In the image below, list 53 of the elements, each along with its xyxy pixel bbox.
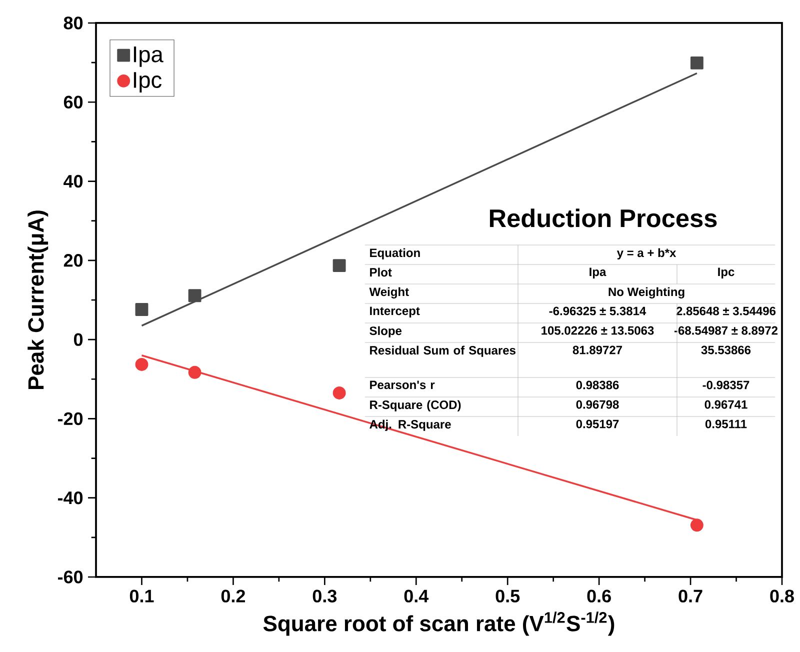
x-tick-label: 0.2 bbox=[221, 590, 245, 602]
annotation: Plot bbox=[370, 268, 392, 277]
annotation: 0.96798 bbox=[576, 400, 619, 409]
annotation: Residual Sum of Squares bbox=[370, 346, 516, 357]
annotation: 0.96741 bbox=[704, 400, 748, 409]
annotation: 0.95197 bbox=[576, 420, 619, 428]
annotation: Ipa bbox=[590, 268, 606, 278]
annotation: Intercept bbox=[370, 306, 420, 318]
point bbox=[135, 303, 148, 316]
y-tick-label: -20 bbox=[58, 412, 83, 426]
annotation: 35.53866 bbox=[701, 346, 751, 354]
annotation: -6.96325 ± 5.3814 bbox=[549, 306, 646, 316]
y-tick-label: 40 bbox=[64, 174, 83, 188]
x-tick-label: 0.1 bbox=[130, 590, 154, 602]
annotation: Pearson's r bbox=[370, 380, 435, 390]
y-tick-label: -40 bbox=[58, 491, 83, 504]
annotation: No Weighting bbox=[608, 287, 684, 298]
y-axis-title: Peak Current(μA) bbox=[28, 210, 48, 389]
point bbox=[188, 366, 202, 379]
annotation: 0.98386 bbox=[576, 380, 619, 390]
annotation: Ipc bbox=[718, 268, 734, 278]
annotation: Reduction Process bbox=[490, 208, 717, 228]
point bbox=[332, 259, 346, 272]
x-tick-label: 0.7 bbox=[678, 590, 702, 602]
legend-label: Ipc bbox=[134, 72, 162, 92]
x-tick-label: 0.4 bbox=[404, 590, 429, 602]
annotation: Equation bbox=[370, 248, 420, 260]
point bbox=[690, 518, 704, 532]
x-tick-label: 0.6 bbox=[587, 590, 611, 602]
point bbox=[690, 56, 704, 70]
y-tick-label: 80 bbox=[64, 16, 83, 30]
annotation: -68.54987 ± 8.8972 bbox=[674, 326, 778, 335]
annotation: Slope bbox=[370, 326, 402, 338]
annotation: Weight bbox=[369, 287, 409, 298]
annotation: y = a + b*x bbox=[616, 248, 676, 260]
y-tick-label: 20 bbox=[64, 254, 83, 267]
point bbox=[135, 358, 148, 371]
x-tick-label: 0.8 bbox=[770, 590, 794, 602]
point bbox=[332, 386, 346, 400]
annotation: R-Square (COD) bbox=[370, 400, 461, 412]
annotation: 81.89727 bbox=[572, 346, 622, 354]
annotation: 0.95111 bbox=[705, 420, 747, 428]
x-tick-label: 0.3 bbox=[312, 590, 337, 602]
annotation: 2.85648 ± 3.54496 bbox=[676, 306, 776, 316]
x-axis-title: Square root of scan rate (V$^{1/2}$S$^{-1/2}$) bbox=[263, 612, 614, 636]
x-tick-label: 0.5 bbox=[496, 590, 520, 602]
annotation: 105.02226 ± 13.5063 bbox=[542, 326, 654, 335]
y-tick-label: 60 bbox=[64, 96, 83, 108]
point bbox=[188, 289, 202, 302]
y-tick-label: -60 bbox=[58, 570, 83, 584]
annotation: -0.98357 bbox=[702, 380, 750, 390]
y-tick-label: 0 bbox=[74, 333, 83, 346]
legend-label: Ipa bbox=[134, 46, 164, 67]
